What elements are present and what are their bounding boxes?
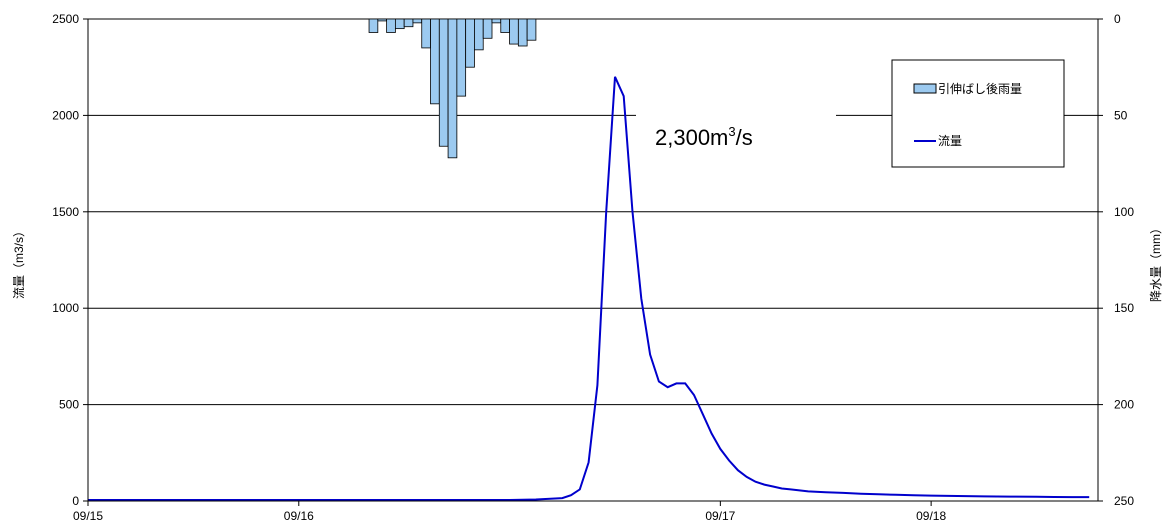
right-axis-tick-label: 150 (1114, 301, 1134, 315)
peak-annotation: 2,300m3/s (655, 124, 753, 150)
right-axis-tick-label: 50 (1114, 108, 1128, 122)
right-axis-tick-label: 250 (1114, 494, 1134, 508)
left-axis-tick-label: 500 (59, 398, 79, 412)
right-axis-tick-label: 200 (1114, 398, 1134, 412)
rain-bar (456, 18, 467, 97)
right-axis-title: 降水量（mm） (1149, 222, 1163, 302)
legend-flow-label: 流量 (938, 134, 962, 148)
legend: 引伸ばし後雨量 流量 (891, 59, 1065, 168)
left-axis-tick-label: 2500 (52, 12, 79, 26)
rain-bar (517, 18, 528, 47)
rain-bar (368, 18, 379, 33)
x-axis-tick-label: 09/18 (916, 509, 946, 523)
rain-bar (386, 18, 396, 33)
rain-bar (526, 18, 537, 41)
flow-line (88, 76, 1090, 501)
flow-line-layer (88, 76, 1090, 501)
rain-bar (491, 18, 502, 24)
right-axis-tick-label: 0 (1114, 12, 1121, 26)
rain-bar (403, 18, 414, 28)
rain-bar (482, 18, 493, 39)
rain-bar (438, 18, 449, 147)
legend-rain-swatch (913, 83, 937, 94)
left-axis-tick-label: 2000 (52, 108, 79, 122)
rainfall-bars (368, 18, 537, 159)
legend-rain-label: 引伸ばし後雨量 (938, 82, 1022, 96)
left-axis-tick-label: 0 (72, 494, 79, 508)
axes: 0 500 1000 1500 2000 2500 0 50 100 150 200 250 09/15… (52, 12, 1134, 523)
rain-bar (377, 18, 388, 22)
left-axis-title: 流量（m3/s） (12, 225, 26, 299)
rain-bar (394, 18, 405, 30)
rain-bar (465, 18, 475, 68)
rain-bar (474, 18, 484, 51)
right-axis-tick-label: 100 (1114, 205, 1134, 219)
x-axis-tick-label: 09/16 (284, 509, 314, 523)
left-axis-tick-label: 1500 (52, 205, 79, 219)
rain-bar (500, 18, 510, 33)
rain-bar (509, 18, 519, 45)
annotation-background (636, 110, 836, 156)
rain-bar (447, 18, 458, 159)
rain-bar (421, 18, 431, 49)
rain-bar (412, 18, 423, 24)
x-axis-tick-label: 09/15 (73, 509, 103, 523)
left-axis-tick-label: 1000 (52, 301, 79, 315)
legend-box (891, 59, 1065, 168)
rain-bar (430, 18, 440, 105)
x-axis-tick-label: 09/17 (705, 509, 735, 523)
